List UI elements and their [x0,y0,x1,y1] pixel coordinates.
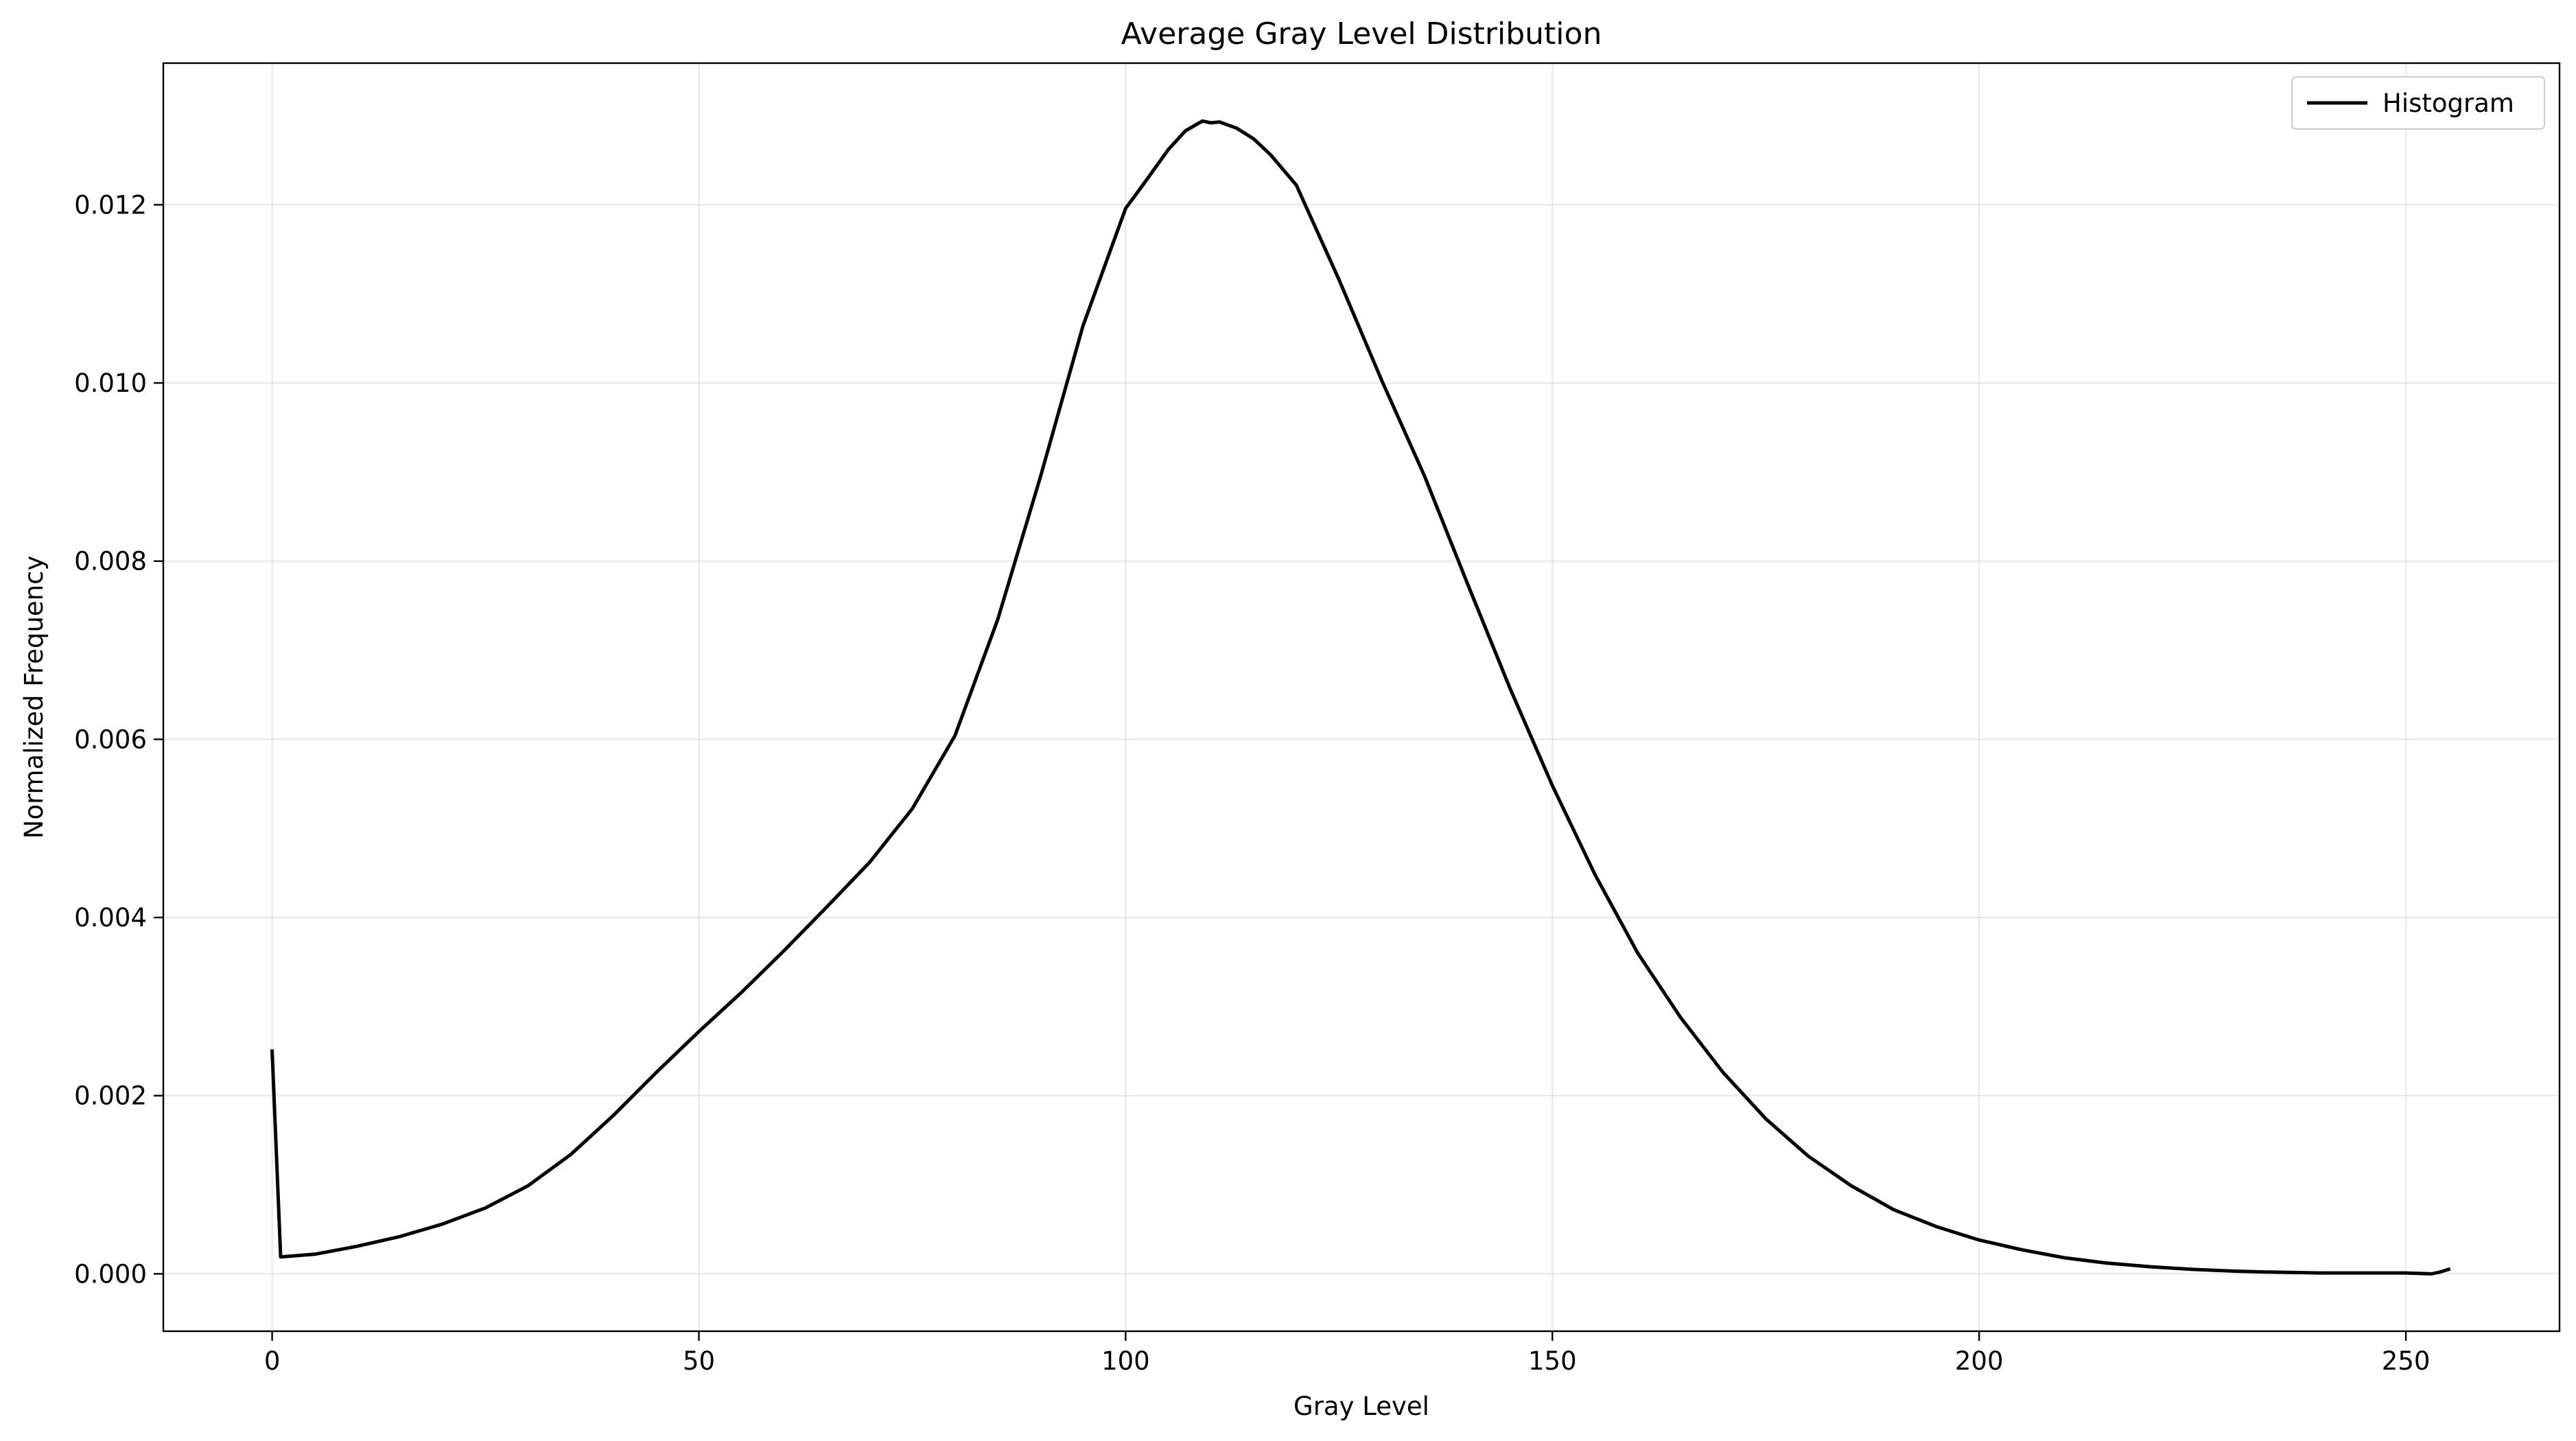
x-tick-label: 50 [683,1346,715,1376]
y-tick-label: 0.012 [74,190,147,220]
y-tick-label: 0.002 [74,1081,147,1111]
x-tick-label: 250 [2382,1346,2431,1376]
y-tick-label: 0.006 [74,725,147,754]
grid [163,63,2560,1331]
legend: Histogram [2291,76,2545,130]
y-tick-label: 0.004 [74,903,147,933]
chart-title: Average Gray Level Distribution [1121,16,1602,51]
legend-box [2291,76,2545,130]
x-axis-label: Gray Level [1293,1392,1429,1421]
y-axis: 0.000 0.002 0.004 0.006 0.008 0.010 0.012 [74,190,163,1289]
legend-label: Histogram [2382,89,2514,118]
y-tick-label: 0.008 [74,547,147,576]
x-tick-label: 150 [1528,1346,1577,1376]
plot-frame [162,62,2561,1333]
series-line-0 [270,119,2451,1276]
x-tick-label: 0 [264,1346,281,1376]
x-tick-label: 100 [1101,1346,1150,1376]
x-axis: 0 50 100 150 200 250 [264,1331,2431,1376]
y-tick-label: 0.000 [74,1259,147,1289]
y-tick-label: 0.010 [74,368,147,398]
x-tick-label: 200 [1955,1346,2004,1376]
series-layer [270,119,2451,1276]
y-axis-label: Normalized Frequency [19,556,49,839]
